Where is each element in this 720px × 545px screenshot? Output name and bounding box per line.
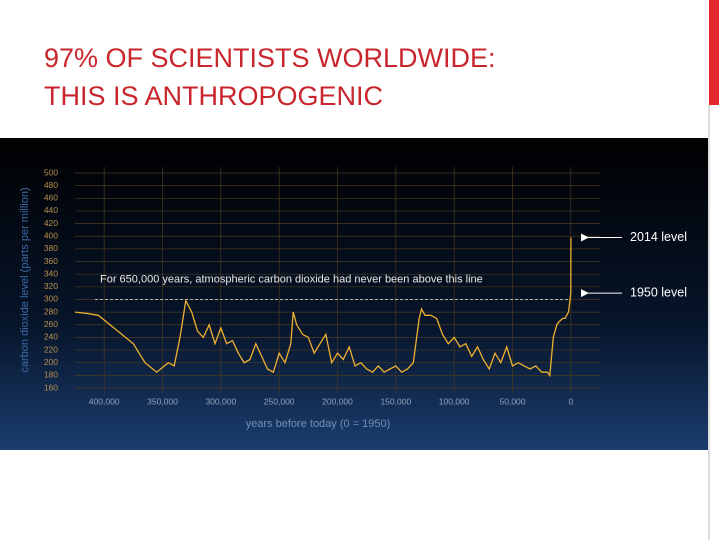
y-tick-label: 420	[44, 218, 58, 228]
accent-bar	[709, 0, 719, 105]
x-tick-label: 0	[568, 396, 573, 406]
x-axis-label: years before today (0 = 1950)	[246, 418, 391, 430]
x-tick-label: 400,000	[89, 396, 120, 406]
x-tick-label: 350,000	[147, 396, 178, 406]
y-tick-label: 260	[44, 319, 58, 329]
y-tick-label: 480	[44, 180, 58, 190]
y-tick-label: 380	[44, 243, 58, 253]
y-tick-label: 440	[44, 205, 58, 215]
y-tick-label: 340	[44, 268, 58, 278]
y-tick-label: 220	[44, 344, 58, 354]
x-tick-label: 250,000	[264, 396, 295, 406]
x-tick-label: 150,000	[380, 396, 411, 406]
y-tick-label: 280	[44, 306, 58, 316]
annotation: For 650,000 years, atmospheric carbon di…	[100, 273, 483, 285]
y-tick-label: 160	[44, 382, 58, 392]
slide-title: 97% OF SCIENTISTS WORLDWIDE:	[44, 43, 496, 73]
chart-background	[0, 138, 708, 450]
y-tick-label: 320	[44, 281, 58, 291]
x-tick-label: 300,000	[205, 396, 236, 406]
y-tick-label: 300	[44, 294, 58, 304]
marker-label: 1950 level	[630, 285, 687, 299]
slide-title: THIS IS ANTHROPOGENIC	[44, 81, 383, 111]
x-tick-label: 200,000	[322, 396, 353, 406]
co2-line	[74, 237, 572, 378]
x-tick-label: 50,000	[500, 396, 526, 406]
y-tick-label: 400	[44, 230, 58, 240]
y-tick-label: 200	[44, 357, 58, 367]
x-tick-label: 100,000	[439, 396, 470, 406]
y-tick-label: 180	[44, 370, 58, 380]
y-tick-label: 500	[44, 167, 58, 177]
marker-label: 2014 level	[630, 230, 687, 244]
y-tick-label: 360	[44, 256, 58, 266]
y-axis-label: carbon dioxide level (parts per million)	[19, 187, 31, 372]
y-tick-label: 240	[44, 332, 58, 342]
y-tick-label: 460	[44, 193, 58, 203]
